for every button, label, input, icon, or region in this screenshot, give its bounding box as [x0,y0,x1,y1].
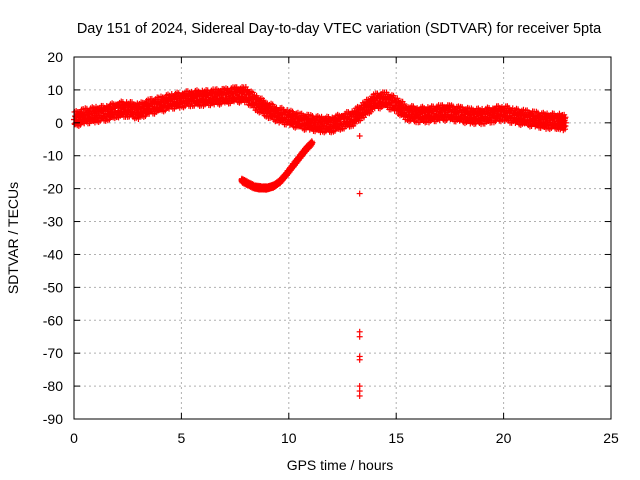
x-tick-label: 25 [603,430,619,446]
x-tick-label: 10 [281,430,297,446]
data-point [356,132,363,139]
data-point [244,86,251,93]
data-point [394,95,401,102]
data-point [260,97,267,104]
data-point [401,100,408,107]
chart-title: Day 151 of 2024, Sidereal Day-to-day VTE… [77,21,602,37]
y-tick-label: 0 [55,115,63,131]
y-tick-label: -50 [43,279,63,295]
data-point [351,120,358,127]
data-point [356,392,363,399]
series-main-band [71,83,569,136]
x-tick-label: 0 [70,430,78,446]
data-point [356,333,363,340]
y-tick-label: 10 [47,82,63,98]
x-tick-label: 15 [388,430,404,446]
x-axis-label: GPS time / hours [287,457,394,473]
y-axis-label: SDTVAR / TECUs [5,182,21,294]
y-tick-label: -70 [43,345,63,361]
data-series [71,83,569,399]
y-tick-label: -40 [43,246,63,262]
series-lower-arc [238,138,316,193]
data-point [367,108,374,115]
data-point [356,356,363,363]
y-tick-label: -80 [43,378,63,394]
x-tick-label: 5 [178,430,186,446]
y-tick-label: -10 [43,148,63,164]
x-tick-label: 20 [496,430,512,446]
y-tick-label: -60 [43,312,63,328]
data-point [356,190,363,197]
y-tick-label: -90 [43,411,63,427]
y-tick-label: 20 [47,49,63,65]
data-point [360,114,367,121]
y-tick-label: -20 [43,181,63,197]
data-point [253,92,260,99]
y-tick-label: -30 [43,214,63,230]
series-outliers [356,132,363,399]
